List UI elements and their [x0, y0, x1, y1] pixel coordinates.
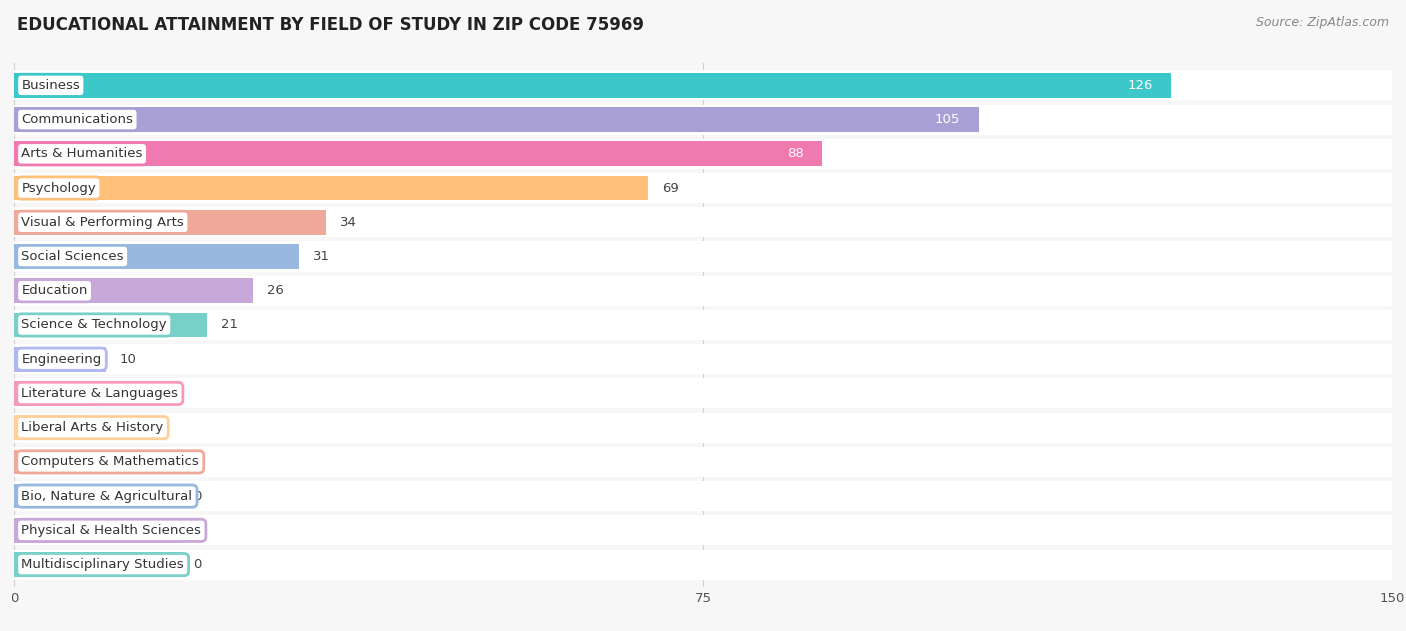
Text: Education: Education	[21, 284, 87, 297]
Text: 0: 0	[193, 558, 201, 571]
Bar	[14, 552, 180, 577]
Text: Arts & Humanities: Arts & Humanities	[21, 147, 143, 160]
Text: 0: 0	[193, 524, 201, 537]
Text: 105: 105	[935, 113, 960, 126]
Text: 69: 69	[662, 182, 679, 194]
Text: 10: 10	[120, 353, 136, 366]
Text: 88: 88	[787, 147, 804, 160]
Bar	[14, 107, 979, 132]
Text: Literature & Languages: Literature & Languages	[21, 387, 179, 400]
Bar	[14, 484, 180, 509]
Bar	[14, 207, 1392, 237]
Bar	[14, 210, 326, 235]
Bar	[14, 139, 1392, 169]
Text: Business: Business	[21, 79, 80, 92]
Bar	[14, 449, 180, 475]
Bar	[14, 70, 1392, 100]
Text: Science & Technology: Science & Technology	[21, 319, 167, 331]
Text: 8: 8	[101, 421, 110, 434]
Text: Multidisciplinary Studies: Multidisciplinary Studies	[21, 558, 184, 571]
Bar	[14, 347, 105, 372]
Bar	[14, 518, 180, 543]
Text: Visual & Performing Arts: Visual & Performing Arts	[21, 216, 184, 229]
Bar	[14, 244, 299, 269]
Text: 0: 0	[193, 490, 201, 503]
Bar	[14, 447, 1392, 477]
Text: 126: 126	[1128, 79, 1153, 92]
Bar	[14, 413, 1392, 443]
Bar	[14, 516, 1392, 545]
Text: Liberal Arts & History: Liberal Arts & History	[21, 421, 163, 434]
Bar	[14, 276, 1392, 306]
Text: Engineering: Engineering	[21, 353, 101, 366]
Text: EDUCATIONAL ATTAINMENT BY FIELD OF STUDY IN ZIP CODE 75969: EDUCATIONAL ATTAINMENT BY FIELD OF STUDY…	[17, 16, 644, 34]
Text: 0: 0	[193, 456, 201, 468]
Bar	[14, 381, 87, 406]
Bar	[14, 242, 1392, 271]
Text: 31: 31	[312, 250, 329, 263]
Text: Physical & Health Sciences: Physical & Health Sciences	[21, 524, 201, 537]
Bar	[14, 344, 1392, 374]
Text: 26: 26	[267, 284, 284, 297]
Bar	[14, 105, 1392, 134]
Bar	[14, 141, 823, 166]
Text: Psychology: Psychology	[21, 182, 96, 194]
Text: 21: 21	[221, 319, 238, 331]
Bar	[14, 481, 1392, 511]
Text: 34: 34	[340, 216, 357, 229]
Bar	[14, 415, 87, 440]
Bar	[14, 175, 648, 201]
Bar	[14, 173, 1392, 203]
Bar	[14, 278, 253, 303]
Text: Communications: Communications	[21, 113, 134, 126]
Bar	[14, 310, 1392, 340]
Text: Computers & Mathematics: Computers & Mathematics	[21, 456, 200, 468]
Bar	[14, 379, 1392, 408]
Bar	[14, 550, 1392, 580]
Text: Bio, Nature & Agricultural: Bio, Nature & Agricultural	[21, 490, 193, 503]
Text: 8: 8	[101, 387, 110, 400]
Bar	[14, 73, 1171, 98]
Text: Source: ZipAtlas.com: Source: ZipAtlas.com	[1256, 16, 1389, 29]
Text: Social Sciences: Social Sciences	[21, 250, 124, 263]
Bar	[14, 312, 207, 338]
